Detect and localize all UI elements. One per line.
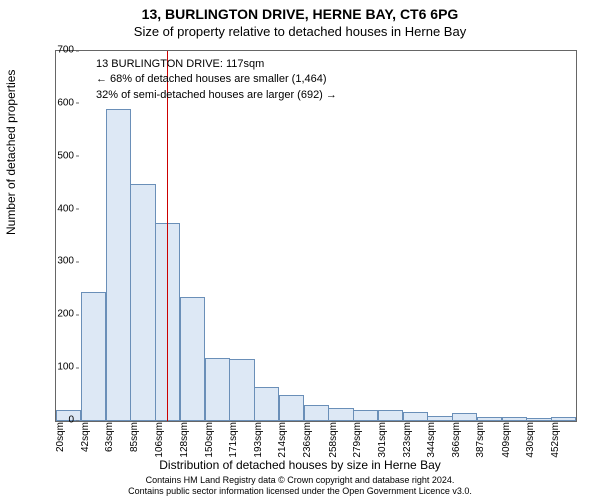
x-tick-label: 452sqm bbox=[550, 422, 561, 458]
histogram-bar bbox=[254, 387, 279, 421]
histogram-bar bbox=[477, 417, 502, 421]
histogram-bar bbox=[106, 109, 131, 421]
x-tick-label: 193sqm bbox=[253, 422, 264, 458]
x-tick-label: 85sqm bbox=[129, 422, 140, 452]
histogram-bar bbox=[403, 412, 428, 422]
histogram-bar bbox=[205, 358, 230, 421]
histogram-bar bbox=[180, 297, 205, 421]
x-tick-label: 258sqm bbox=[328, 422, 339, 458]
y-tick-label: 400 bbox=[57, 203, 74, 214]
y-tick-label: 600 bbox=[57, 97, 74, 108]
histogram-bar bbox=[229, 359, 254, 421]
histogram-bar bbox=[551, 417, 576, 421]
x-tick-label: 42sqm bbox=[80, 422, 91, 452]
histogram-bar bbox=[502, 417, 527, 421]
x-tick-label: 301sqm bbox=[377, 422, 388, 458]
x-tick-label: 236sqm bbox=[302, 422, 313, 458]
x-tick-label: 344sqm bbox=[426, 422, 437, 458]
x-tick-label: 323sqm bbox=[402, 422, 413, 458]
x-tick-label: 409sqm bbox=[501, 422, 512, 458]
histogram-bar bbox=[353, 410, 378, 421]
x-tick-label: 106sqm bbox=[154, 422, 165, 458]
x-tick-label: 128sqm bbox=[179, 422, 190, 458]
y-tick-label: 0 bbox=[68, 415, 74, 426]
x-tick-label: 387sqm bbox=[475, 422, 486, 458]
annotation-line-3: 32% of semi-detached houses are larger (… bbox=[96, 88, 337, 103]
histogram-bar bbox=[304, 405, 329, 421]
histogram-bar bbox=[427, 416, 452, 421]
footer-attribution: Contains HM Land Registry data © Crown c… bbox=[0, 475, 600, 498]
chart-title: 13, BURLINGTON DRIVE, HERNE BAY, CT6 6PG bbox=[0, 0, 600, 22]
y-tick-label: 100 bbox=[57, 362, 74, 373]
x-tick-label: 214sqm bbox=[277, 422, 288, 458]
footer-line-2: Contains public sector information licen… bbox=[128, 486, 472, 496]
histogram-bar bbox=[130, 184, 155, 421]
histogram-bar bbox=[378, 410, 403, 421]
x-tick-label: 63sqm bbox=[104, 422, 115, 452]
y-tick-label: 300 bbox=[57, 256, 74, 267]
chart-container: 13, BURLINGTON DRIVE, HERNE BAY, CT6 6PG… bbox=[0, 0, 600, 500]
histogram-bar bbox=[452, 413, 477, 421]
histogram-bar bbox=[279, 395, 304, 421]
x-axis-label: Distribution of detached houses by size … bbox=[0, 458, 600, 472]
x-tick-label: 279sqm bbox=[352, 422, 363, 458]
y-tick-label: 200 bbox=[57, 309, 74, 320]
x-tick-label: 150sqm bbox=[204, 422, 215, 458]
footer-line-1: Contains HM Land Registry data © Crown c… bbox=[146, 475, 455, 485]
annotation-line-1: 13 BURLINGTON DRIVE: 117sqm bbox=[96, 57, 337, 72]
x-tick-label: 430sqm bbox=[525, 422, 536, 458]
histogram-bar bbox=[81, 292, 106, 422]
annotation-line-2: ← 68% of detached houses are smaller (1,… bbox=[96, 72, 337, 87]
x-tick-label: 366sqm bbox=[451, 422, 462, 458]
histogram-bar bbox=[526, 418, 551, 421]
annotation-box: 13 BURLINGTON DRIVE: 117sqm ← 68% of det… bbox=[96, 57, 337, 103]
y-axis-label: Number of detached properties bbox=[4, 70, 18, 235]
x-tick-label: 171sqm bbox=[228, 422, 239, 458]
reference-line bbox=[167, 51, 168, 421]
chart-subtitle: Size of property relative to detached ho… bbox=[0, 22, 600, 39]
histogram-bar bbox=[328, 408, 353, 421]
y-tick-label: 700 bbox=[57, 45, 74, 56]
plot-area: 13 BURLINGTON DRIVE: 117sqm ← 68% of det… bbox=[55, 50, 577, 422]
x-tick-label: 20sqm bbox=[55, 422, 66, 452]
y-tick-label: 500 bbox=[57, 150, 74, 161]
